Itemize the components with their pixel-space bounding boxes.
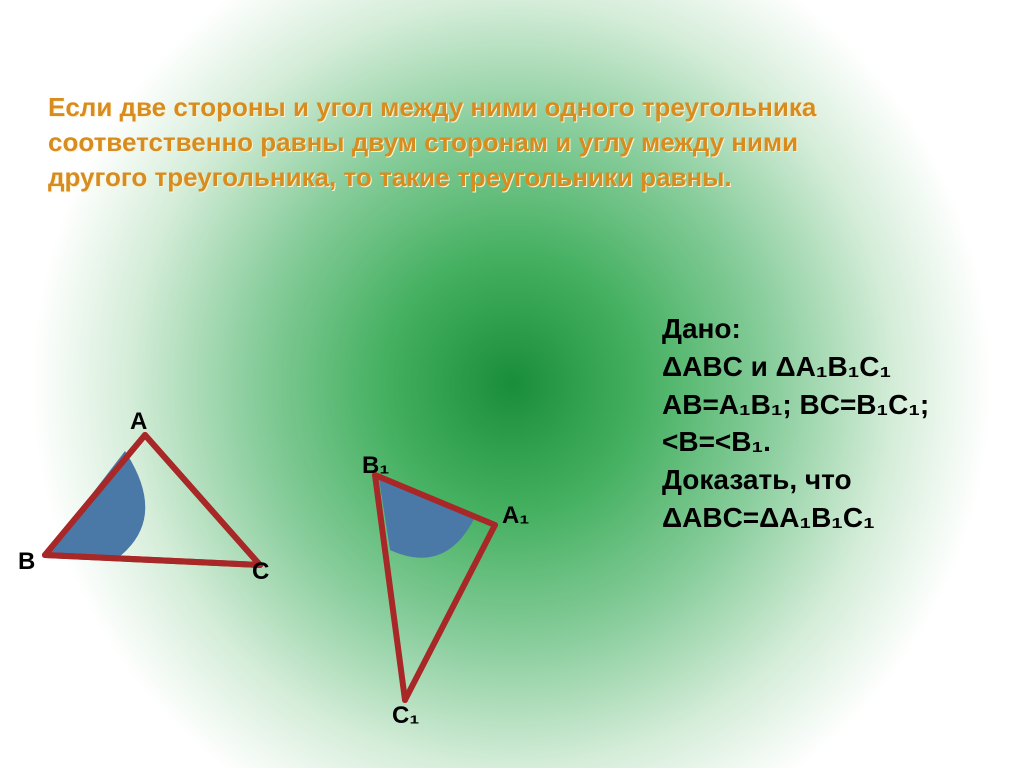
triangles-diagram: A B C B₁ A₁ C₁ [30,420,630,770]
theorem-line2: соответственно равны двум сторонам и угл… [48,125,978,160]
theorem-text: Если две стороны и угол между ними одног… [48,90,978,195]
given-l2: AB=A₁B₁; BC=B₁C₁; [662,386,929,424]
triangle2-anglefill [379,479,474,558]
given-header: Дано: [662,310,929,348]
label-A: A [130,408,147,436]
label-B: B [18,548,35,576]
theorem-line1: Если две стороны и угол между ними одног… [48,90,978,125]
theorem-line3: другого треугольника, то такие треугольн… [48,160,978,195]
prove-header: Доказать, что [662,461,929,499]
label-B1: B₁ [362,452,389,480]
given-block: Дано: ΔABC и ΔA₁B₁C₁ AB=A₁B₁; BC=B₁C₁; <… [662,310,929,537]
triangles-svg [30,420,630,770]
label-C1: C₁ [392,702,419,730]
prove-line: ΔABC=ΔA₁B₁C₁ [662,499,929,537]
label-C: C [252,558,269,586]
label-A1: A₁ [502,502,529,530]
given-l3: <B=<B₁. [662,423,929,461]
given-l1: ΔABC и ΔA₁B₁C₁ [662,348,929,386]
